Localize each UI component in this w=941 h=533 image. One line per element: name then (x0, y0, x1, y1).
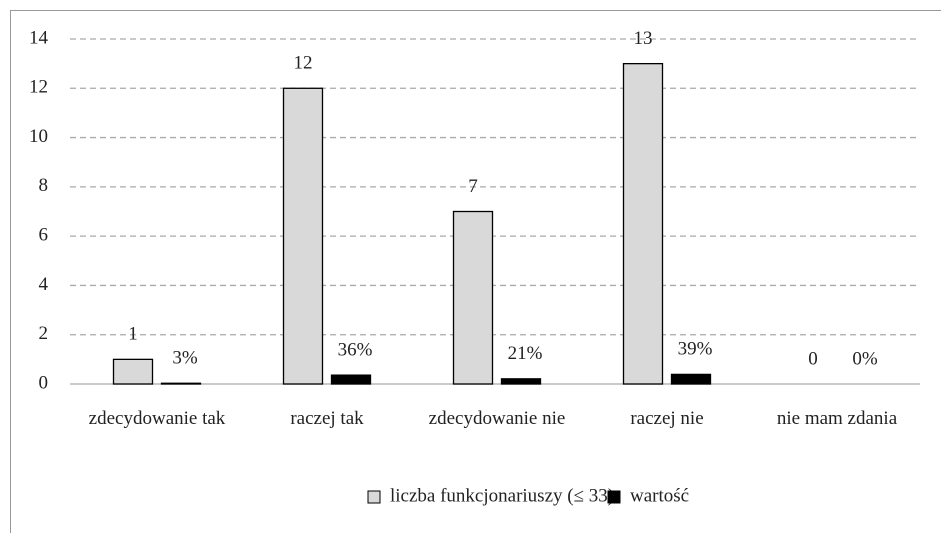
x-tick-label: zdecydowanie nie (428, 408, 566, 429)
legend-label: liczba funkcjonariuszy (≤ 33) (390, 485, 614, 506)
data-label: 0% (852, 348, 878, 369)
bar (160, 382, 202, 385)
data-label: 36% (338, 339, 373, 360)
bar (112, 358, 154, 385)
x-tick-label: raczej nie (630, 408, 704, 429)
y-tick-label: 4 (39, 274, 49, 295)
bar (330, 374, 372, 385)
y-tick-label: 2 (39, 323, 49, 344)
chart-border (10, 10, 941, 533)
y-tick-label: 8 (39, 175, 49, 196)
data-label: 39% (678, 339, 713, 360)
legend-swatch (607, 490, 621, 504)
y-tick-label: 10 (29, 126, 48, 147)
bar (670, 373, 712, 385)
y-tick-label: 14 (29, 27, 49, 48)
bar (282, 87, 324, 385)
y-tick-label: 6 (39, 225, 49, 246)
legend-swatch (367, 490, 381, 504)
x-tick-label: zdecydowanie tak (88, 408, 226, 429)
bar (500, 378, 542, 385)
legend-label: wartość (630, 485, 689, 506)
data-label: 0 (808, 348, 818, 369)
x-tick-label: raczej tak (290, 408, 364, 429)
data-label: 13 (634, 28, 653, 49)
bar (622, 62, 664, 385)
x-tick-label: nie mam zdania (776, 408, 898, 429)
data-label: 3% (172, 348, 198, 369)
data-label: 21% (508, 343, 543, 364)
data-label: 7 (468, 176, 478, 197)
y-tick-label: 0 (39, 372, 49, 393)
y-tick-label: 12 (29, 77, 48, 98)
data-label: 1 (128, 324, 138, 345)
bar (452, 210, 494, 385)
data-label: 12 (294, 53, 313, 74)
